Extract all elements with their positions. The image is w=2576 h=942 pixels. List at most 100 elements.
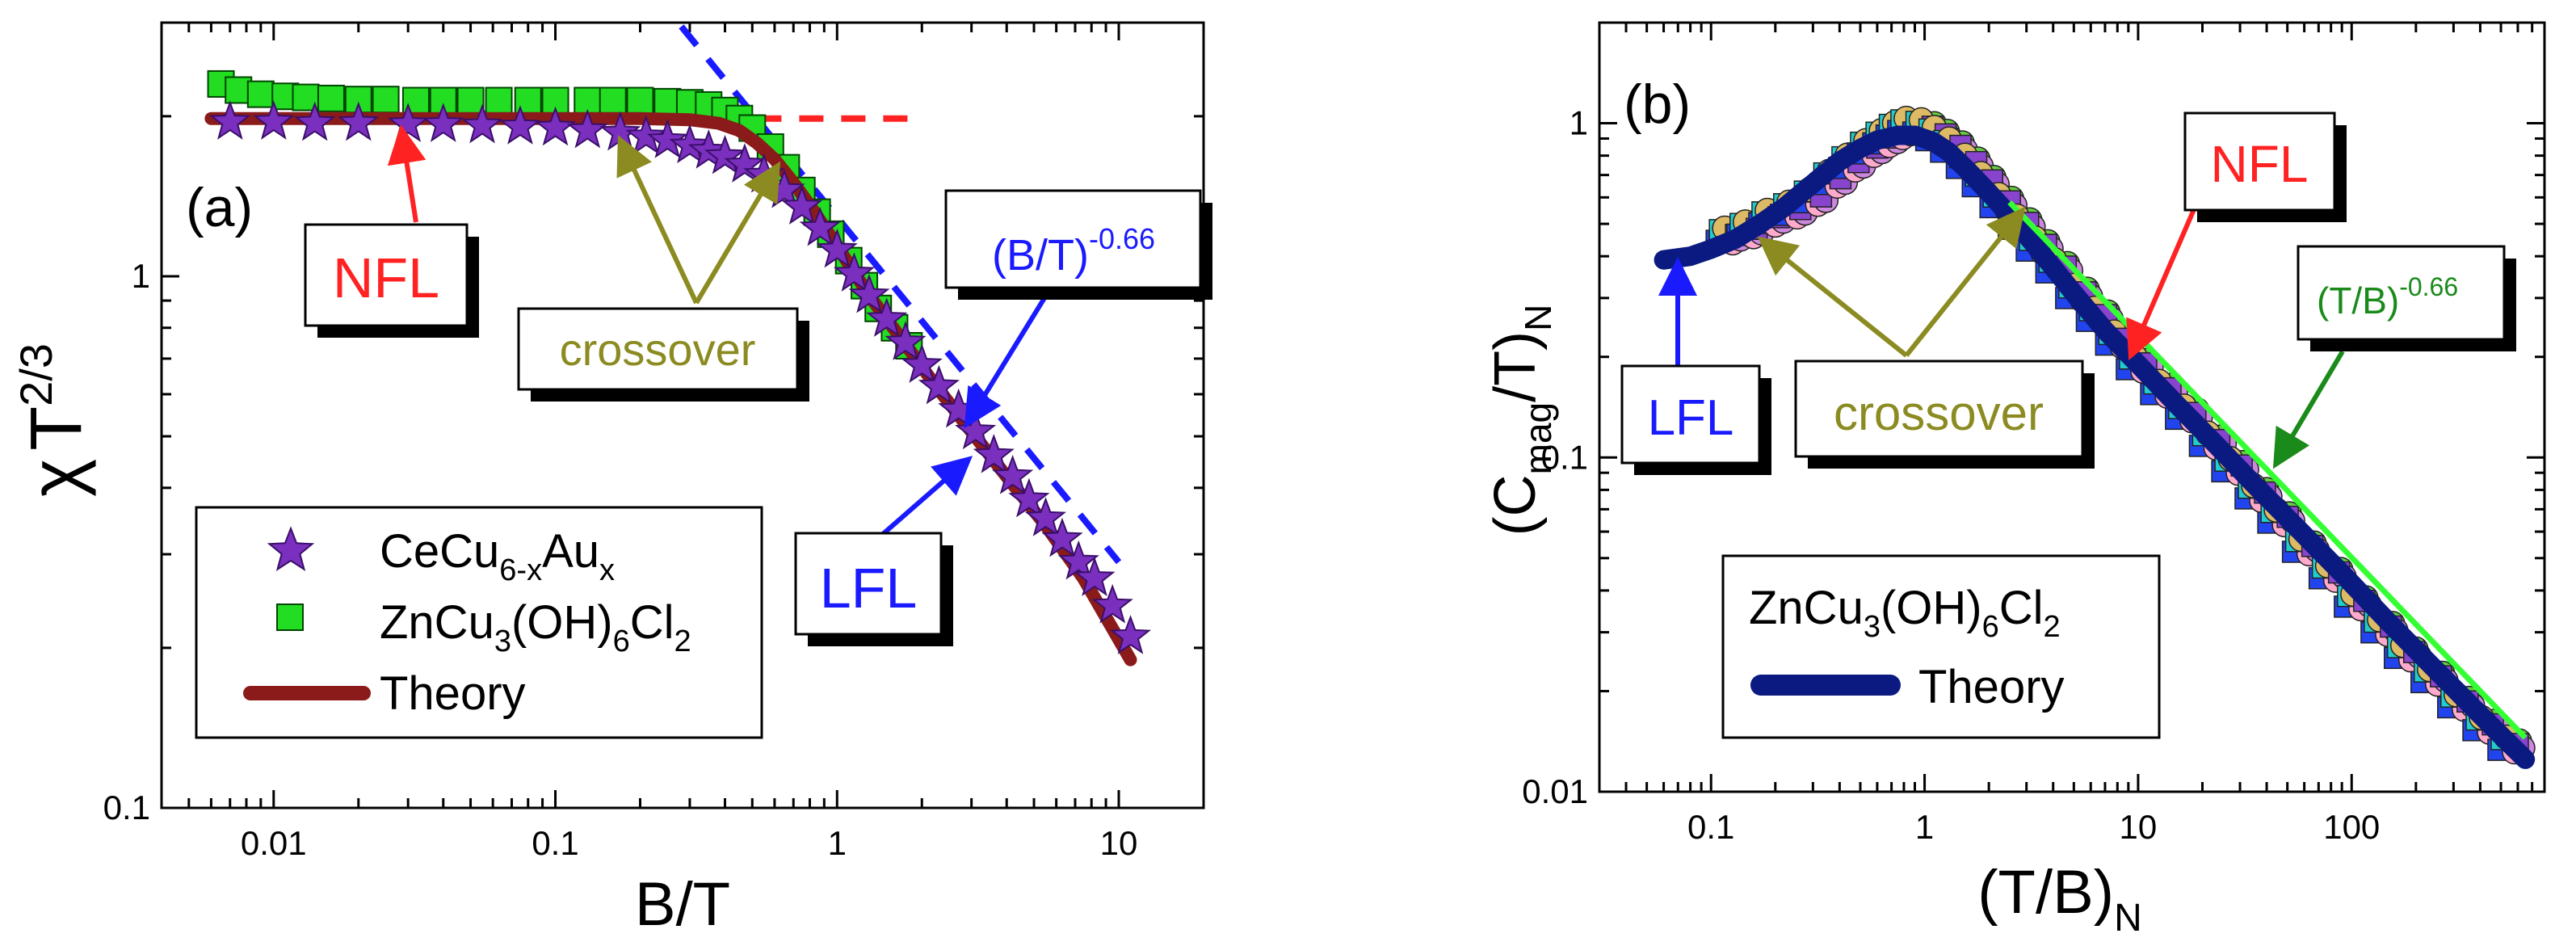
a-star-point: [799, 206, 841, 246]
a-star-point: [566, 108, 608, 149]
a-crossover-arrow-2: [694, 161, 781, 305]
plot-frame-a: [160, 21, 1205, 810]
a-star-point: [901, 343, 943, 383]
a-square-point: [599, 86, 627, 115]
b-theory-line: [1654, 125, 2536, 769]
b-power-arrow: [2272, 350, 2345, 469]
a-legend: CeCu6-xAux ZnCu3(OH)6Cl2 Theory: [195, 506, 763, 739]
a-star-point: [461, 103, 503, 144]
b-lfl-label: LFL: [1648, 390, 1734, 446]
b-nfl-label: NFL: [2211, 135, 2309, 193]
b-xtick-label: 100: [2323, 808, 2380, 846]
b-ytick-label: 1: [1570, 104, 1588, 142]
b-xtick-label: 10: [2120, 808, 2158, 846]
a-star-point: [704, 134, 746, 175]
a-star-point: [973, 434, 1015, 473]
a-ylabel-T: T: [16, 406, 97, 451]
a-lfl-arrow: [875, 456, 973, 542]
a-star-point: [294, 101, 336, 141]
a-star-point: [1057, 540, 1099, 580]
a-star-point: [992, 455, 1034, 494]
a-star-point: [209, 100, 251, 140]
a-square-point: [626, 86, 654, 115]
a-ylabel-exp: 2/3: [11, 343, 61, 406]
b-data: [1654, 105, 2536, 769]
a-star-point: [1008, 477, 1050, 518]
a-star-point: [422, 103, 464, 142]
b-crossover-arrow-1: [1757, 236, 1908, 358]
b-ytick-label: 0.1: [1541, 438, 1588, 476]
a-star-point: [253, 100, 295, 140]
a-lfl-box: [794, 532, 943, 636]
a-star-point: [816, 228, 858, 268]
a-nfl-box: [304, 223, 469, 327]
a-ylabel: χT2/3: [11, 343, 97, 497]
b-power-law-line: [2007, 200, 2528, 740]
a-legend-star-marker: [267, 526, 315, 571]
a-crossover-label: crossover: [560, 324, 756, 375]
plot-frame-b: [1598, 21, 2546, 793]
b-lfl-box: [1620, 364, 1761, 465]
a-star-point: [1074, 557, 1116, 596]
b-crossover-arrow-2: [1904, 206, 2026, 357]
b-xtick-label: 1: [1915, 808, 1934, 846]
a-guide-line: [679, 24, 1122, 565]
a-legend-cecu: CeCu6-xAux: [380, 525, 615, 587]
a-star-point: [848, 273, 890, 313]
b-legend-box: [1721, 554, 2161, 739]
a-square-point: [456, 86, 485, 115]
a-lfl-label: LFL: [820, 557, 918, 620]
a-star-point: [866, 297, 908, 337]
a-star-point: [885, 321, 927, 360]
a-square-point: [317, 84, 345, 112]
b-xlabel: (T/B)N: [1977, 858, 2142, 940]
a-power-label: (B/T)-0.66: [992, 222, 1155, 280]
b-legend: ZnCu3(OH)6Cl2 Theory: [1721, 554, 2161, 739]
a-power-box: [944, 189, 1202, 289]
a-nfl-arrow: [387, 124, 427, 223]
a-crossover-arrow-1: [616, 135, 699, 305]
a-xtick-label: 0.01: [241, 824, 307, 862]
a-square-point: [372, 86, 400, 114]
a-star-point: [499, 105, 541, 145]
b-ytick-label: 0.01: [1522, 772, 1588, 810]
a-square-point: [485, 86, 513, 115]
b-nfl-box: [2183, 111, 2336, 212]
a-star-point: [646, 119, 688, 158]
b-crossover-box: [1794, 360, 2084, 458]
a-star-point: [1091, 583, 1133, 624]
a-xlabel: B/T: [635, 870, 730, 939]
a-xtick-label: 1: [828, 824, 847, 862]
a-star-point: [833, 252, 876, 292]
a-panel-label: (a): [186, 177, 253, 238]
a-legend-theory: Theory: [380, 667, 526, 720]
b-nfl-arrow: [2126, 200, 2200, 361]
b-ylabel: (Cmag/T)N: [1483, 305, 1559, 536]
a-star-point: [1024, 497, 1067, 536]
a-star-point: [534, 106, 577, 146]
b-xtick-label: 0.1: [1687, 808, 1734, 846]
a-star-point: [1109, 615, 1152, 654]
a-star-point: [918, 364, 960, 405]
a-ticks: 0.01 0.1 1 10 0.1 1: [103, 21, 1205, 862]
a-square-point: [246, 80, 275, 108]
a-legend-zncu: ZnCu3(OH)6Cl2: [380, 596, 691, 658]
b-power-label: (T/B)-0.66: [2317, 272, 2458, 322]
b-ticks: 0.1 1 10 100 0.01 0.1 1: [1522, 21, 2546, 846]
a-ylabel-chi: χ: [16, 459, 97, 497]
a-star-point: [338, 101, 380, 141]
a-nfl-label: NFL: [333, 246, 439, 309]
a-ytick-label: 0.1: [103, 789, 150, 826]
a-xtick-label: 10: [1100, 824, 1138, 862]
b-power-box: [2297, 245, 2506, 341]
a-star-point: [669, 124, 711, 164]
panel-a: 0.01 0.1 1 10 0.1 1 (a) B/T χT2/3 NFL crossov…: [11, 21, 1212, 939]
a-star-point: [1041, 517, 1083, 557]
a-power-exp: -0.66: [1089, 222, 1155, 255]
a-crossover-box: [517, 307, 799, 391]
b-legend-zncu: ZnCu3(OH)6Cl2: [1749, 582, 2061, 644]
a-legend-square-marker: [276, 603, 304, 631]
b-panel-label: (b): [1624, 74, 1691, 135]
b-crossover-label: crossover: [1834, 386, 2044, 440]
